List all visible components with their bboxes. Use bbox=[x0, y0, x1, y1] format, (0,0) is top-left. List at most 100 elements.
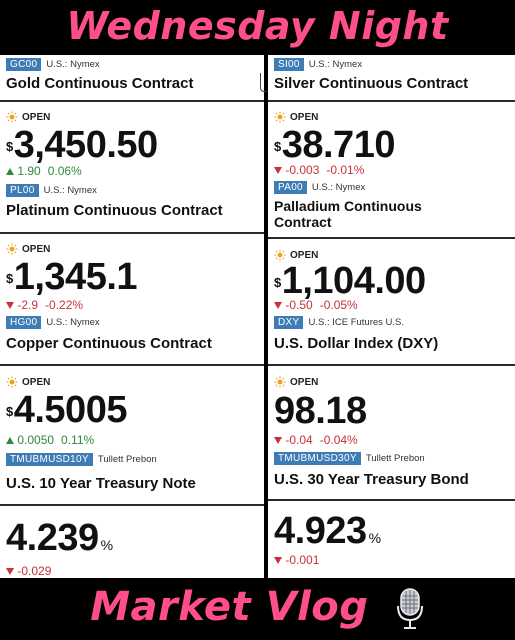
status-label: OPEN bbox=[22, 376, 51, 388]
top-banner-title: Wednesday Night bbox=[66, 4, 449, 48]
market-status: OPEN bbox=[274, 249, 318, 261]
contract-name-line2: Contract bbox=[274, 214, 332, 230]
contract-name[interactable]: Gold Continuous Contract bbox=[6, 75, 194, 92]
price-number: 1,104.00 bbox=[281, 260, 426, 302]
sun-icon bbox=[274, 111, 286, 123]
triangle-down-icon bbox=[6, 302, 14, 309]
triangle-up-icon bbox=[6, 168, 14, 175]
sun-icon bbox=[274, 376, 286, 388]
change-percent: 0.06% bbox=[47, 164, 82, 178]
scroll-bracket bbox=[260, 73, 267, 92]
price-change: 0.0050 0.11% bbox=[6, 433, 94, 447]
status-label: OPEN bbox=[290, 111, 319, 123]
yield-value: 4.239% bbox=[6, 518, 113, 565]
row-divider bbox=[0, 232, 264, 234]
change-value: -2.9 bbox=[17, 298, 39, 312]
price-value: $3,450.50 bbox=[6, 125, 158, 165]
column-divider bbox=[264, 55, 268, 578]
exchange-label: U.S.: Nymex bbox=[308, 59, 363, 70]
currency-symbol: $ bbox=[6, 139, 13, 154]
price-number: 1,345.1 bbox=[13, 256, 138, 298]
yield-unit: % bbox=[100, 537, 113, 553]
change-percent: -0.01% bbox=[326, 163, 365, 177]
tnote10-ticker-row: TMUBMUSD10Y Tullett Prebon bbox=[6, 453, 157, 466]
change-value: -0.001 bbox=[285, 553, 320, 567]
price-change: -2.9 -0.22% bbox=[6, 298, 83, 312]
market-status: OPEN bbox=[6, 243, 50, 255]
contract-name[interactable]: U.S. 30 Year Treasury Bond bbox=[274, 471, 469, 488]
change-value: 0.0050 bbox=[17, 433, 55, 447]
yield-change: -0.029 bbox=[6, 564, 51, 578]
ticker-badge[interactable]: SI00 bbox=[274, 58, 304, 71]
price-number: 3,450.50 bbox=[13, 124, 158, 166]
market-status: OPEN bbox=[274, 376, 318, 388]
sun-icon bbox=[6, 376, 18, 388]
yield-number: 4.239 bbox=[6, 517, 99, 559]
palladium-ticker-row: PA00 U.S.: Nymex bbox=[274, 181, 365, 194]
ticker-badge[interactable]: TMUBMUSD30Y bbox=[274, 452, 361, 465]
contract-name[interactable]: Copper Continuous Contract bbox=[6, 335, 212, 352]
row-divider bbox=[0, 100, 264, 102]
ticker-badge[interactable]: PA00 bbox=[274, 181, 307, 194]
triangle-down-icon bbox=[6, 568, 14, 575]
currency-symbol: $ bbox=[6, 404, 13, 419]
sun-icon bbox=[274, 249, 286, 261]
yield-value: 4.923% bbox=[274, 511, 381, 558]
contract-name[interactable]: Palladium Continuous Contract bbox=[274, 198, 422, 230]
contract-name[interactable]: U.S. Dollar Index (DXY) bbox=[274, 335, 439, 352]
yield-change: -0.001 bbox=[274, 553, 319, 567]
exchange-label: U.S.: Nymex bbox=[43, 185, 97, 196]
tbond30-ticker-row: TMUBMUSD30Y Tullett Prebon bbox=[274, 452, 425, 465]
price-value: $1,104.00 bbox=[274, 261, 426, 301]
platinum-ticker-row: PL00 U.S.: Nymex bbox=[6, 184, 97, 197]
ticker-badge[interactable]: GC00 bbox=[6, 58, 42, 71]
silver-ticker-row: SI00 U.S.: Nymex bbox=[274, 58, 362, 71]
price-number: 4.5005 bbox=[13, 389, 128, 431]
currency-symbol: $ bbox=[6, 271, 13, 286]
row-divider bbox=[268, 499, 515, 501]
sun-icon bbox=[6, 111, 18, 123]
change-value: -0.50 bbox=[285, 298, 313, 312]
contract-name-line1: Palladium Continuous bbox=[274, 198, 422, 214]
contract-name[interactable]: Silver Continuous Contract bbox=[274, 75, 469, 92]
status-label: OPEN bbox=[22, 111, 51, 123]
ticker-badge[interactable]: HG00 bbox=[6, 316, 42, 329]
row-divider bbox=[268, 100, 515, 102]
market-status: OPEN bbox=[274, 111, 318, 123]
change-value: -0.003 bbox=[285, 163, 320, 177]
triangle-down-icon bbox=[274, 302, 282, 309]
price-value: $38.710 bbox=[274, 125, 395, 165]
price-number: 98.18 bbox=[274, 390, 367, 432]
price-change: -0.003 -0.01% bbox=[274, 163, 364, 177]
exchange-label: U.S.: Nymex bbox=[46, 59, 100, 70]
row-divider bbox=[268, 364, 515, 366]
change-percent: -0.04% bbox=[319, 433, 358, 447]
price-change: -0.04 -0.04% bbox=[274, 433, 358, 447]
market-status: OPEN bbox=[6, 111, 50, 123]
dxy-ticker-row: DXY U.S.: ICE Futures U.S. bbox=[274, 316, 404, 329]
gold-ticker-row: GC00 U.S.: Nymex bbox=[6, 58, 100, 71]
ticker-badge[interactable]: TMUBMUSD10Y bbox=[6, 453, 93, 466]
microphone-icon bbox=[396, 588, 423, 629]
contract-name[interactable]: U.S. 10 Year Treasury Note bbox=[6, 475, 196, 492]
exchange-label: U.S.: Nymex bbox=[311, 182, 366, 193]
row-divider bbox=[0, 504, 264, 506]
exchange-label: U.S.: Nymex bbox=[46, 317, 100, 328]
contract-name[interactable]: Platinum Continuous Contract bbox=[6, 202, 223, 219]
triangle-down-icon bbox=[274, 557, 282, 564]
change-value: 1.90 bbox=[17, 164, 41, 178]
change-value: -0.029 bbox=[17, 564, 52, 578]
exchange-label: Tullett Prebon bbox=[365, 453, 425, 464]
sun-icon bbox=[6, 243, 18, 255]
yield-number: 4.923 bbox=[274, 510, 367, 552]
ticker-badge[interactable]: PL00 bbox=[6, 184, 39, 197]
price-change: -0.50 -0.05% bbox=[274, 298, 358, 312]
triangle-down-icon bbox=[274, 437, 282, 444]
price-number: 38.710 bbox=[281, 124, 396, 166]
triangle-up-icon bbox=[6, 437, 14, 444]
row-divider bbox=[0, 364, 264, 366]
change-value: -0.04 bbox=[285, 433, 313, 447]
currency-symbol: $ bbox=[274, 275, 281, 290]
left-column: GC00 U.S.: Nymex Gold Continuous Contrac… bbox=[0, 55, 264, 578]
ticker-badge[interactable]: DXY bbox=[274, 316, 304, 329]
